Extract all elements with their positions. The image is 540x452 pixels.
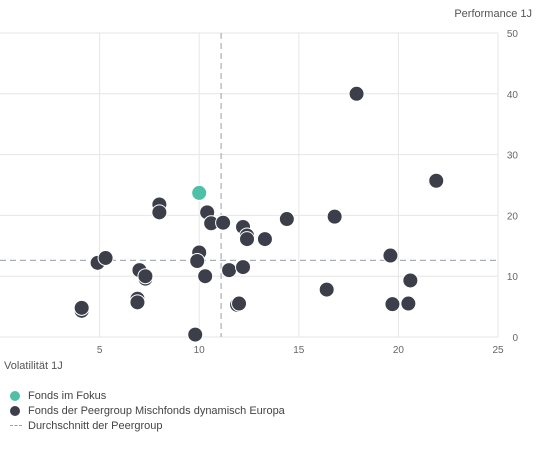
peergroup-point [189, 253, 206, 269]
focus-marker-icon [10, 390, 20, 401]
legend-label-focus: Fonds im Fokus [28, 389, 107, 402]
peergroup-point [318, 281, 335, 298]
peergroup-point [326, 208, 343, 225]
peergroup-point [235, 259, 252, 276]
peergroup-point [151, 204, 168, 221]
y-tick-label: 50 [507, 29, 519, 40]
peergroup-point [129, 294, 146, 311]
peergroup-point [231, 295, 248, 312]
peergroup-point [384, 296, 401, 313]
y-axis-title: Performance 1J [454, 8, 532, 20]
peergroup-point [239, 231, 256, 248]
peergroup-point [400, 295, 417, 312]
peergroup-point [348, 85, 365, 102]
peergroup-point [215, 214, 232, 231]
tick-labels: 0 10 20 30 40 50 5 10 15 20 25 [97, 29, 519, 356]
peergroup-point [197, 268, 214, 285]
y-tick-label: 10 [507, 272, 519, 283]
legend-item-average[interactable]: Durchschnitt der Peergroup [10, 418, 285, 433]
peergroup-point [402, 272, 419, 289]
average-lines [0, 33, 498, 337]
legend-item-focus[interactable]: Fonds im Fokus [10, 388, 285, 403]
legend: Fonds im Fokus Fonds der Peergroup Misch… [10, 388, 285, 433]
x-tick-label: 20 [393, 345, 405, 356]
peergroup-point [73, 299, 90, 316]
legend-item-peergroup[interactable]: Fonds der Peergroup Mischfonds dynamisch… [10, 403, 285, 418]
y-tick-label: 20 [507, 211, 519, 222]
peergroup-point [428, 172, 445, 189]
peergroup-point [137, 268, 154, 285]
y-tick-label: 0 [512, 333, 518, 344]
focus-fund-point [191, 184, 208, 201]
peergroup-point [97, 249, 114, 266]
y-tick-label: 30 [507, 151, 519, 162]
legend-label-peergroup: Fonds der Peergroup Mischfonds dynamisch… [28, 404, 285, 417]
peergroup-marker-icon [10, 405, 20, 416]
grid-layer [0, 32, 499, 338]
x-tick-label: 15 [293, 345, 305, 356]
x-axis-title: Volatilität 1J [4, 360, 63, 372]
peergroup-point [382, 247, 399, 264]
peergroup-point [221, 262, 238, 279]
x-tick-label: 25 [492, 345, 504, 356]
y-tick-label: 40 [507, 90, 519, 101]
x-tick-label: 5 [97, 345, 103, 356]
x-tick-label: 10 [194, 345, 206, 356]
peergroup-point [278, 211, 295, 228]
peergroup-point [256, 231, 273, 248]
legend-label-average: Durchschnitt der Peergroup [28, 419, 163, 432]
data-points [73, 85, 445, 343]
peergroup-point [187, 326, 204, 343]
dashed-line-icon [10, 425, 22, 426]
